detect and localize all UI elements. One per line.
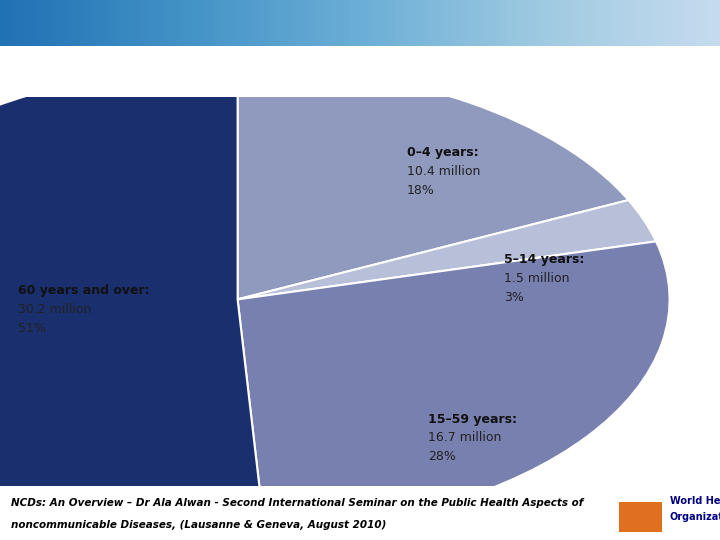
Text: 1.5 million: 1.5 million bbox=[504, 272, 570, 285]
Text: Organization: Organization bbox=[670, 512, 720, 522]
Text: 51%: 51% bbox=[18, 322, 46, 335]
Text: World Health: World Health bbox=[670, 496, 720, 506]
Text: 10.4 million: 10.4 million bbox=[407, 165, 480, 178]
Text: 30.2 million: 30.2 million bbox=[18, 303, 91, 316]
Text: NCDs: An Overview – Dr Ala Alwan - Second International Seminar on the Public He: NCDs: An Overview – Dr Ala Alwan - Secon… bbox=[11, 498, 583, 508]
Text: 0–4 years:: 0–4 years: bbox=[407, 146, 478, 159]
Bar bbox=[619, 502, 662, 532]
Wedge shape bbox=[238, 241, 670, 532]
Text: 60 years and over:: 60 years and over: bbox=[18, 285, 150, 298]
Text: 16.7 million: 16.7 million bbox=[428, 431, 502, 444]
Text: 18%: 18% bbox=[407, 184, 435, 197]
Text: 28%: 28% bbox=[428, 450, 456, 463]
Text: 3%: 3% bbox=[504, 291, 524, 303]
Wedge shape bbox=[238, 200, 656, 299]
Text: 5–14 years:: 5–14 years: bbox=[504, 253, 585, 266]
Wedge shape bbox=[0, 66, 265, 532]
Text: noncommunicable Diseases, (Lausanne & Geneva, August 2010): noncommunicable Diseases, (Lausanne & Ge… bbox=[11, 520, 386, 530]
Text: 15–59 years:: 15–59 years: bbox=[428, 413, 518, 426]
Wedge shape bbox=[238, 66, 629, 299]
Text: Distribution of age at death and numbers of global deaths (2004): Distribution of age at death and numbers… bbox=[11, 63, 675, 80]
